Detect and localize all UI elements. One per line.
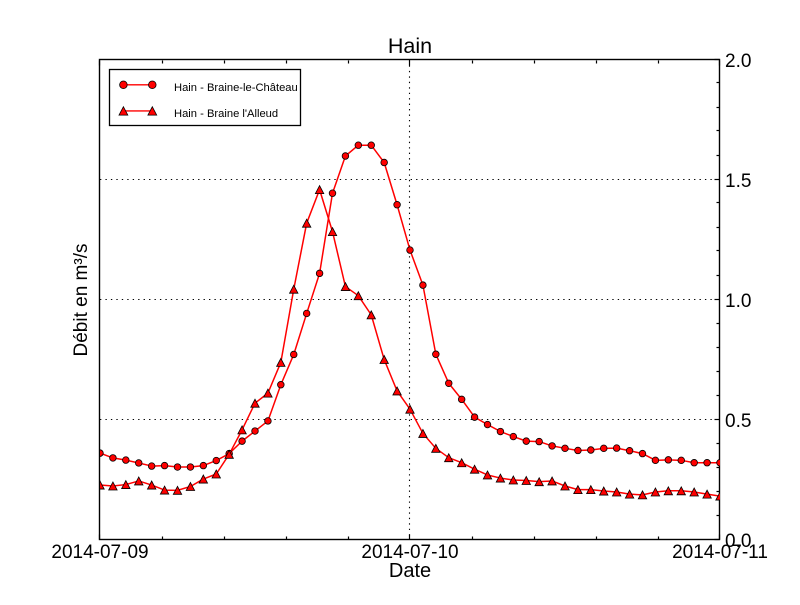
svg-text:0.0: 0.0 [725, 531, 751, 552]
svg-text:1.0: 1.0 [725, 291, 751, 312]
svg-text:Débit en m³/s: Débit en m³/s [71, 244, 92, 357]
svg-text:2014-07-09: 2014-07-09 [51, 542, 148, 563]
svg-text:0.5: 0.5 [725, 411, 751, 432]
svg-text:2014-07-10: 2014-07-10 [361, 542, 458, 563]
svg-text:Hain - Braine l'Alleud: Hain - Braine l'Alleud [174, 108, 278, 120]
svg-text:Hain - Braine-le-Château: Hain - Braine-le-Château [174, 82, 298, 94]
svg-text:2.0: 2.0 [725, 51, 751, 72]
svg-text:1.5: 1.5 [725, 171, 751, 192]
svg-text:2014-07-11: 2014-07-11 [672, 542, 768, 563]
svg-text:Hain: Hain [388, 34, 432, 58]
svg-text:Date: Date [389, 560, 431, 582]
